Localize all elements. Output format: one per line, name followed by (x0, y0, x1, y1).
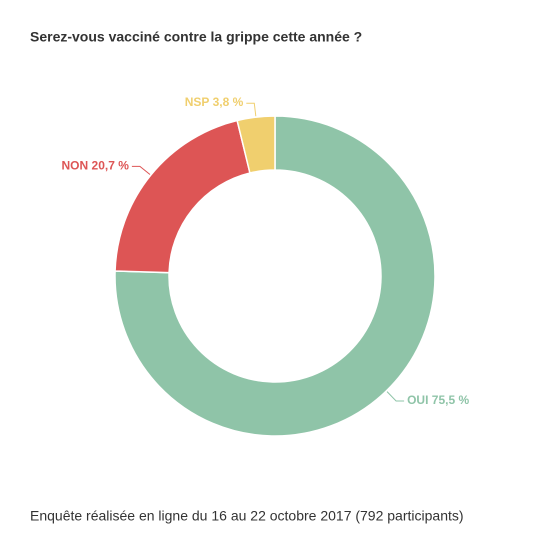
caption: Enquête réalisée en ligne du 16 au 22 oc… (30, 508, 464, 524)
slice-label: NON 20,7 % (62, 159, 130, 173)
value-label: 75,5 % (432, 393, 470, 407)
leader-line (386, 391, 405, 402)
leader-line (246, 102, 257, 117)
slice-label: NSP 3,8 % (185, 95, 244, 109)
value-label: 3,8 % (213, 95, 244, 109)
value-label: 20,7 % (92, 159, 130, 173)
leader-line (131, 165, 151, 175)
category-label: OUI (407, 393, 428, 407)
category-label: NON (62, 159, 89, 173)
donut-slice (114, 115, 436, 437)
category-label: NSP (185, 95, 210, 109)
chart-title: Serez-vous vacciné contre la grippe cett… (30, 29, 362, 45)
donut-slice (236, 115, 276, 174)
slice-label: OUI 75,5 % (407, 393, 469, 407)
